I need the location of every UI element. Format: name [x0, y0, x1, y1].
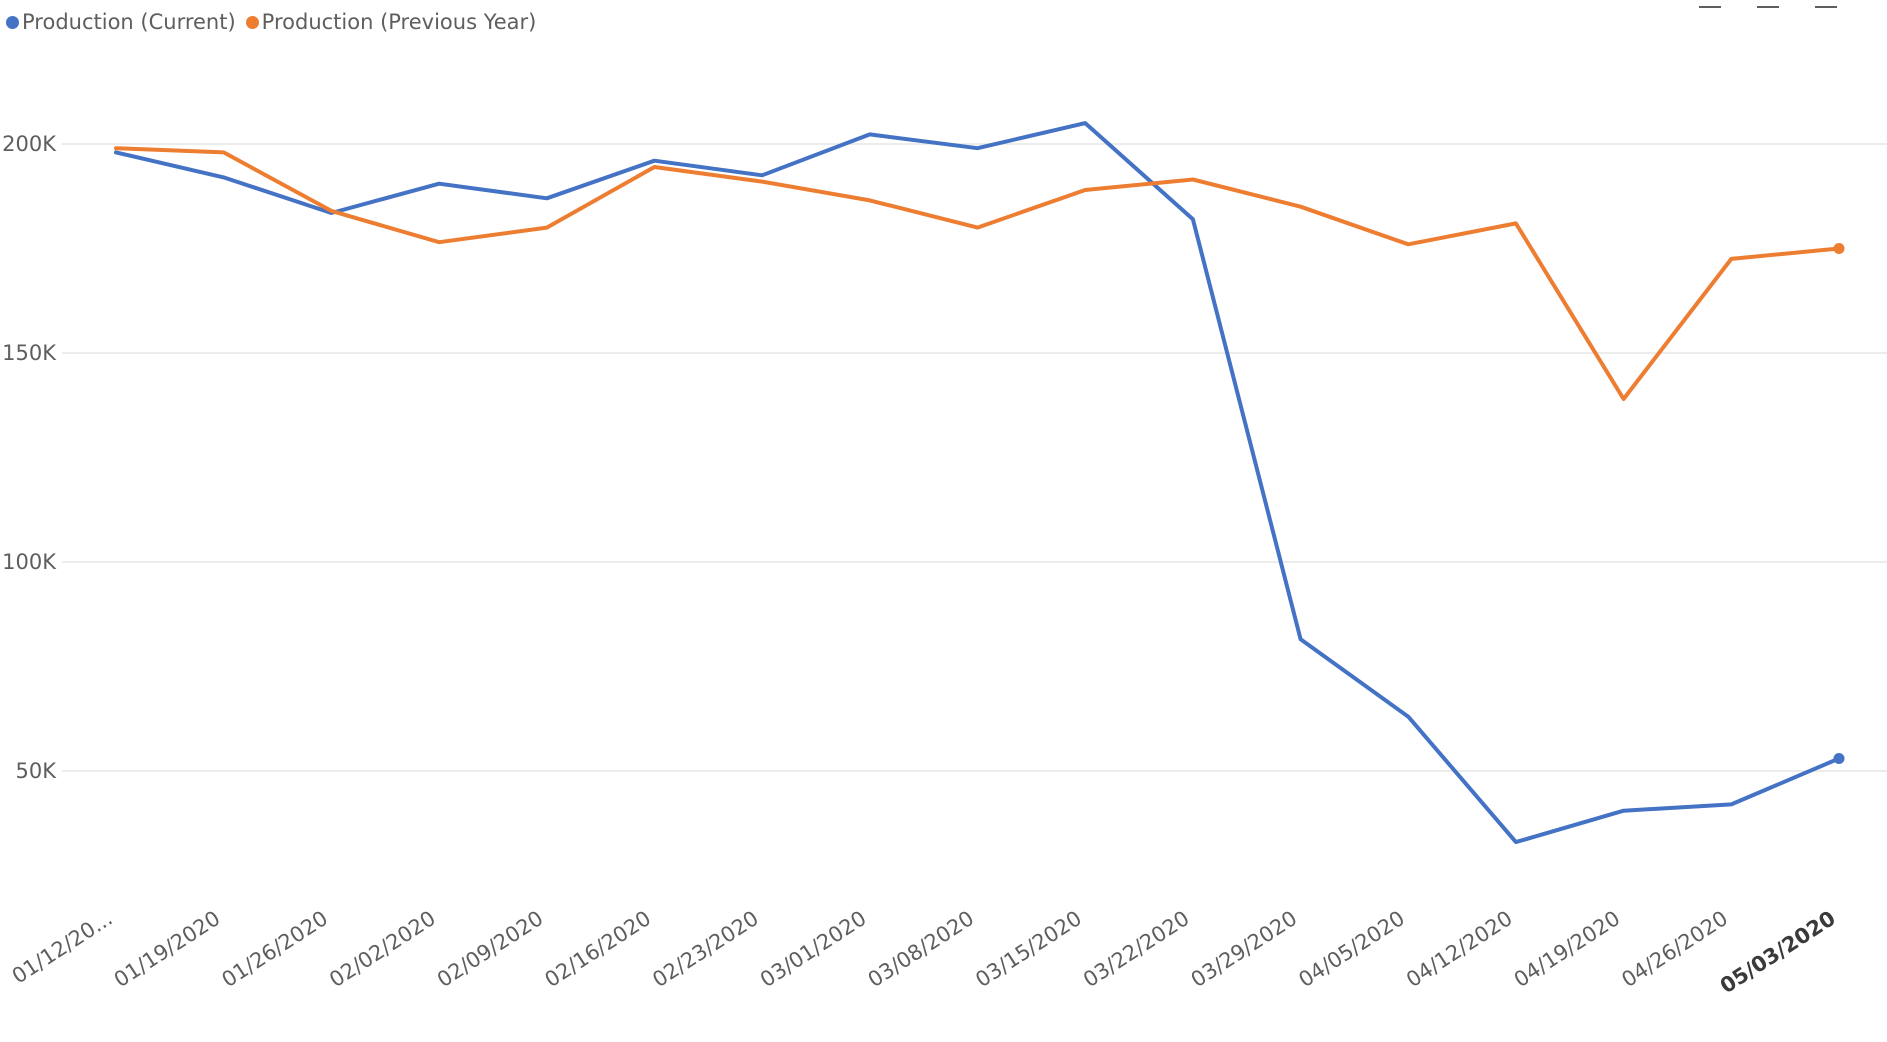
legend-marker-previous — [245, 15, 259, 29]
legend-item-current[interactable]: Production (Current) — [6, 10, 236, 34]
data-point-previous-last[interactable] — [1833, 243, 1845, 254]
x-tick-label: 02/23/2020 — [648, 906, 763, 992]
x-tick-label: 04/19/2020 — [1510, 906, 1625, 992]
series-line-previous[interactable] — [114, 146, 1841, 401]
x-tick-label: 01/19/2020 — [110, 906, 225, 992]
x-tick-label: 01/12/20... — [8, 906, 117, 988]
data-point-current-last[interactable] — [1833, 752, 1845, 764]
x-tick-label: 02/16/2020 — [541, 906, 656, 992]
x-tick-label: 05/03/2020 — [1716, 906, 1840, 998]
visual-header-icons — [1699, 0, 1837, 8]
x-tick-label: 04/05/2020 — [1294, 906, 1409, 992]
x-tick-label: 03/29/2020 — [1187, 906, 1302, 992]
y-tick-label: 100K — [2, 550, 57, 574]
x-axis: 01/12/20...01/19/202001/26/202002/02/202… — [8, 906, 1840, 998]
x-tick-label: 03/15/2020 — [971, 906, 1086, 992]
x-tick-label: 03/01/2020 — [756, 906, 871, 992]
x-tick-label: 01/26/2020 — [218, 906, 333, 992]
legend-marker-current — [6, 15, 19, 29]
x-tick-label: 02/02/2020 — [325, 906, 440, 992]
filter-icon[interactable] — [1757, 0, 1779, 8]
y-tick-label: 200K — [2, 132, 57, 156]
x-tick-label: 02/09/2020 — [433, 906, 548, 992]
more-options-icon[interactable] — [1815, 0, 1837, 8]
legend-item-previous[interactable]: Production (Previous Year) — [245, 10, 537, 34]
y-axis: 200K 150K 100K 50K — [2, 132, 57, 783]
y-tick-label: 150K — [2, 341, 57, 365]
x-tick-label: 03/22/2020 — [1079, 906, 1194, 992]
y-tick-label: 50K — [16, 759, 58, 783]
legend-label-current: Production (Current) — [22, 10, 236, 34]
x-tick-label: 04/26/2020 — [1617, 906, 1732, 992]
series-lines — [114, 121, 1845, 845]
x-tick-label: 04/12/2020 — [1402, 906, 1517, 992]
chart-legend: Production (Current) Production (Previou… — [6, 10, 536, 34]
x-tick-label: 03/08/2020 — [864, 906, 979, 992]
focus-mode-icon[interactable] — [1699, 0, 1721, 8]
grid-lines — [62, 143, 1887, 772]
legend-label-previous: Production (Previous Year) — [261, 10, 537, 34]
series-line-current[interactable] — [114, 121, 1841, 845]
